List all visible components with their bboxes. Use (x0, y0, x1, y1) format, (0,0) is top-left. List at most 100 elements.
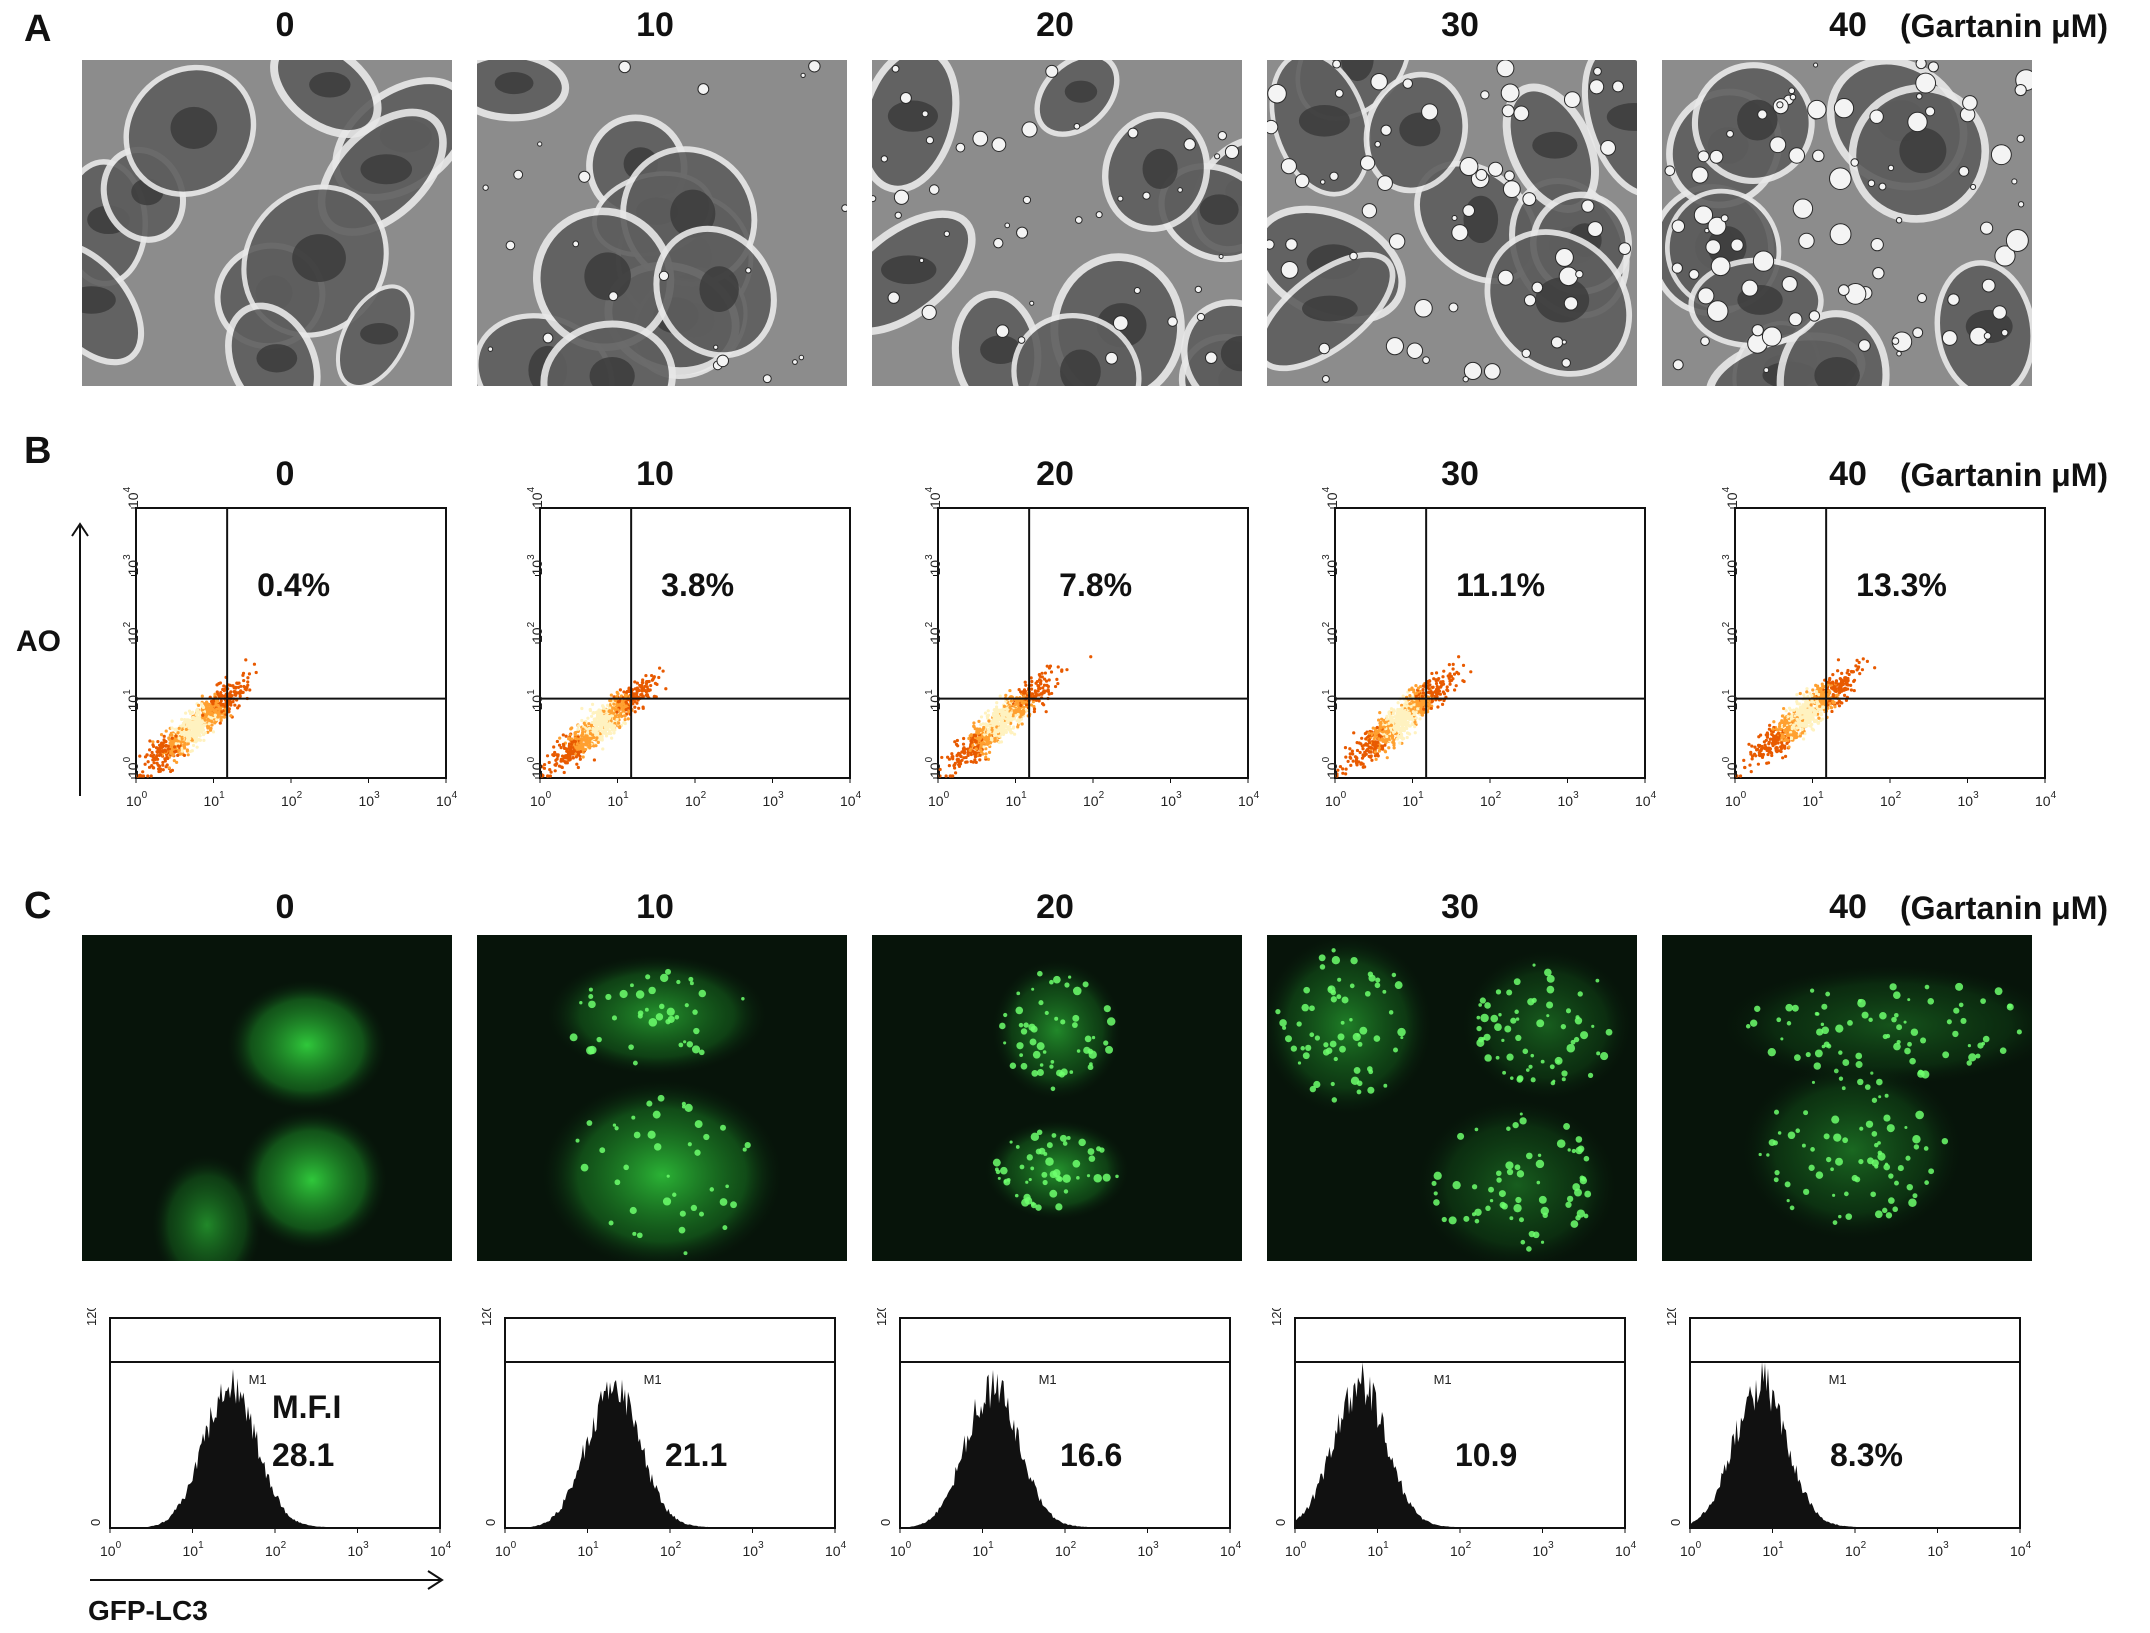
scatter-dot (1407, 711, 1411, 716)
scatter-dot (1400, 706, 1404, 710)
scatter-dot (548, 768, 552, 772)
scatter-dot (1409, 716, 1413, 721)
scatter-dot (229, 714, 233, 718)
scatter-dot (1404, 710, 1408, 714)
scatter-dot (592, 719, 597, 723)
scatter-dot (1756, 747, 1760, 751)
scatter-dot (1837, 704, 1842, 708)
scatter-dot (648, 688, 652, 692)
scatter-dot (978, 758, 982, 762)
scatter-dot (1834, 681, 1838, 685)
scatter-dot (1372, 743, 1376, 747)
scatter-dot (1787, 745, 1791, 749)
scatter-dot (645, 694, 650, 698)
scatter-dot (1836, 669, 1840, 673)
scatter-dot (586, 741, 590, 745)
scatter-dot (552, 745, 556, 749)
scatter-dot (1783, 754, 1788, 758)
phase-contrast-image-20 (833, 45, 1294, 437)
scatter-dot (1416, 686, 1421, 690)
scatter-dot (1849, 683, 1853, 687)
scatter-dot (1404, 724, 1408, 728)
scatter-dot (601, 704, 605, 708)
scatter-dot (1447, 663, 1451, 667)
scatter-dot (608, 699, 612, 703)
scatter-dot (1821, 717, 1825, 721)
scatter-dot (145, 753, 149, 757)
scatter-dot (1764, 738, 1768, 742)
scatter-dot (1810, 693, 1814, 698)
scatter-dot (1427, 687, 1431, 691)
scatter-dot (1434, 681, 1439, 686)
scatter-dot (990, 728, 994, 732)
scatter-dot (172, 745, 177, 749)
scatter-dot (568, 749, 572, 754)
scatter-dot (1769, 737, 1773, 741)
scatter-dot (1015, 701, 1019, 705)
scatter-dot (216, 715, 220, 719)
scatter-dot (1456, 672, 1461, 676)
scatter-dot (236, 706, 240, 710)
scatter-dot (168, 741, 172, 745)
scatter-dot (1451, 667, 1455, 671)
scatter-dot (575, 762, 579, 766)
scatter-dot (981, 752, 985, 756)
scatter-dot (964, 755, 968, 760)
ao-scatter-plot-10: 3.8% 100 100 101 101 102 102 103 103 104 104 (490, 486, 880, 836)
scatter-dot (571, 755, 575, 760)
x-tick-label: 102 (1083, 790, 1105, 809)
scatter-dot (553, 750, 557, 755)
scatter-dot (635, 701, 639, 705)
scatter-dot (1344, 767, 1348, 771)
scatter-dot (190, 726, 195, 730)
scatter-dot (1374, 740, 1378, 744)
scatter-dot (1798, 724, 1802, 728)
scatter-dot (1808, 691, 1812, 695)
scatter-dot (174, 734, 178, 738)
scatter-dot (1033, 689, 1037, 693)
x-tick-label: 104 (430, 1540, 452, 1559)
ao-axis-arrow (70, 520, 90, 798)
y-max-label: 120 (1664, 1308, 1679, 1326)
x-tick-label: 102 (281, 790, 303, 809)
scatter-dot (207, 722, 211, 726)
scatter-dot (955, 738, 959, 743)
scatter-dot (1034, 681, 1038, 685)
scatter-dot (244, 658, 248, 662)
scatter-dot (248, 688, 252, 692)
scatter-dot (1789, 733, 1793, 737)
scatter-dot (152, 761, 156, 765)
scatter-dot (644, 682, 649, 686)
scatter-dot (1831, 694, 1835, 698)
scatter-dot (987, 750, 992, 754)
scatter-dot (590, 702, 595, 706)
phase-contrast-image-10 (451, 50, 849, 438)
scatter-dot (1801, 737, 1806, 741)
scatter-dot (1750, 757, 1754, 761)
scatter-dot (195, 711, 199, 715)
scatter-dot (215, 707, 219, 711)
scatter-dot (1786, 715, 1790, 719)
scatter-dot (1759, 747, 1764, 751)
scatter-dot (1806, 711, 1810, 715)
scatter-dot (196, 703, 201, 707)
phase-contrast-image-0 (30, 37, 472, 420)
scatter-dot (1831, 699, 1835, 704)
scatter-dot (962, 736, 966, 741)
scatter-dot (210, 707, 214, 711)
scatter-dot (561, 759, 565, 763)
scatter-dot (252, 662, 257, 666)
scatter-dot (198, 725, 203, 729)
scatter-dot (1843, 676, 1847, 680)
scatter-dot (205, 701, 209, 706)
histogram-frame (504, 1317, 836, 1529)
scatter-dot (955, 753, 959, 757)
scatter-dot (216, 699, 220, 704)
scatter-dot (602, 709, 606, 714)
scatter-dot (151, 743, 155, 747)
mfi-value: 8.3% (1830, 1437, 1903, 1473)
scatter-dot (163, 757, 167, 761)
scatter-dot (1421, 710, 1425, 714)
unit-label-c: (Gartanin μM) (1900, 890, 2109, 926)
scatter-dot (603, 731, 608, 736)
